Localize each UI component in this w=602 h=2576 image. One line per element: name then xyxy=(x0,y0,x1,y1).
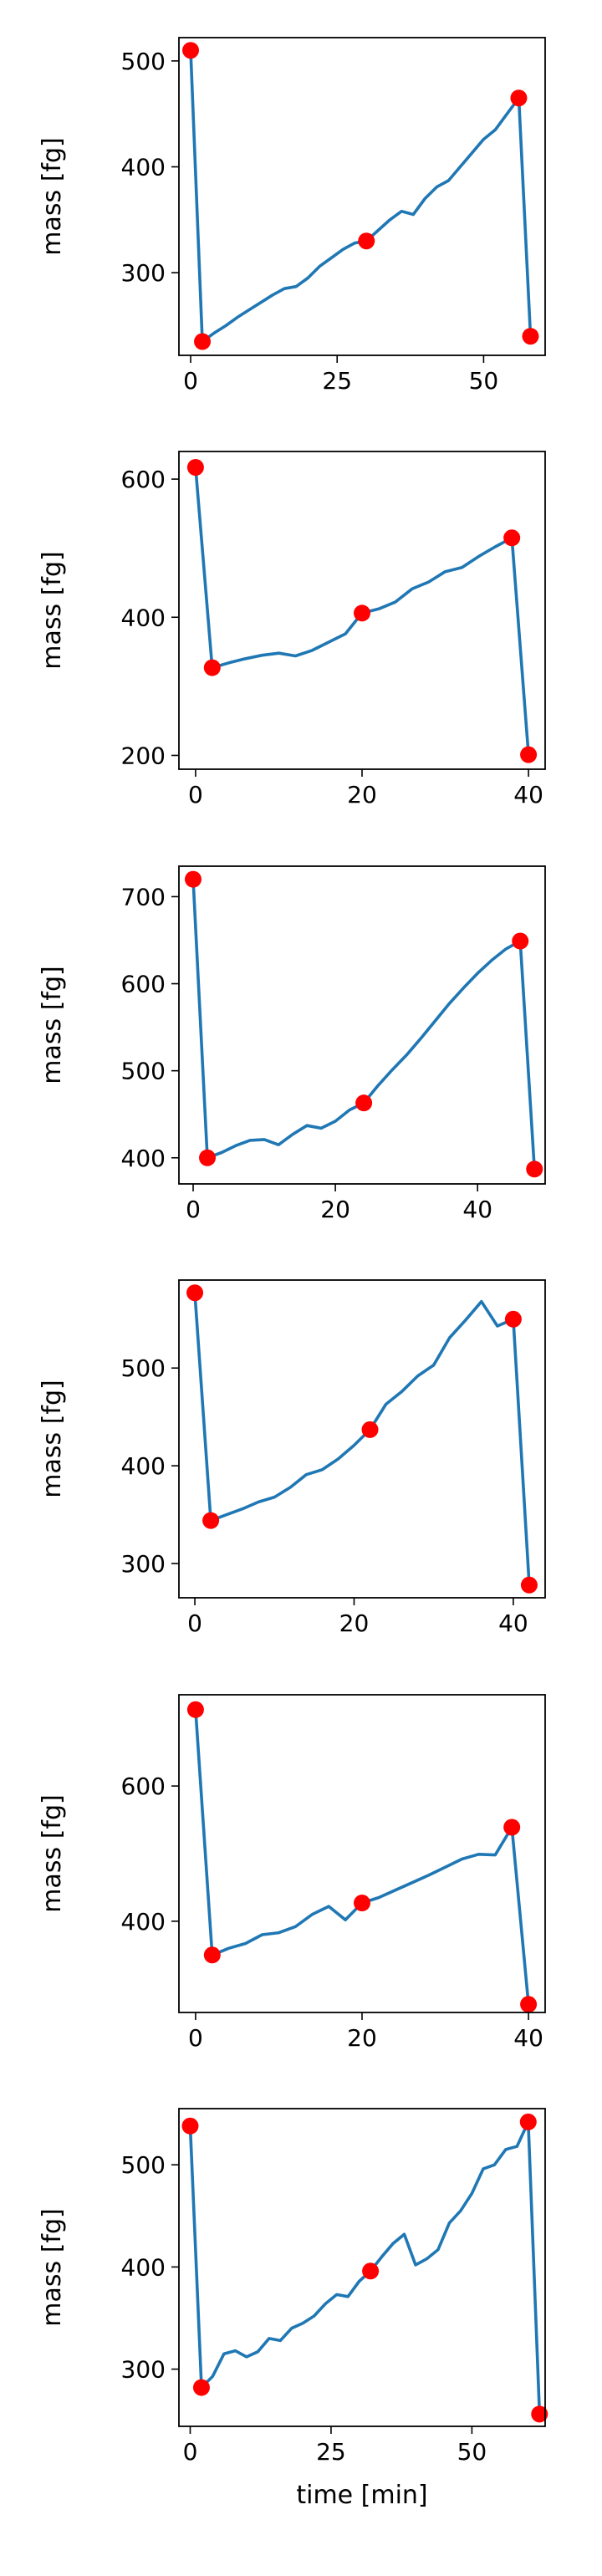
y-axis-label: mass [fg] xyxy=(38,966,67,1084)
axes-frame xyxy=(178,451,546,770)
axes-frame xyxy=(178,1694,546,2013)
subplot-2: 0 20 40 200 400 600 mass [fg] xyxy=(38,451,546,809)
y-axis-label: mass [fg] xyxy=(38,1380,67,1497)
x-tick-label: 25 xyxy=(316,2438,346,2466)
axes-frame xyxy=(178,1279,546,1599)
y-tick-label: 600 xyxy=(121,466,166,493)
subplot-6: 0 25 50 300 400 500 mass [fg] time [min] xyxy=(38,2108,548,2510)
data-marker xyxy=(531,2405,548,2423)
x-tick-label: 20 xyxy=(339,1609,370,1637)
axes-frame xyxy=(178,2108,546,2427)
x-tick-label: 0 xyxy=(186,1196,201,1223)
x-tick-label: 0 xyxy=(188,2024,203,2052)
x-axis-label: time [min] xyxy=(296,2481,427,2510)
y-tick-label: 500 xyxy=(121,1058,166,1085)
x-tick-label: 40 xyxy=(462,1196,492,1223)
y-tick-label: 400 xyxy=(121,154,166,181)
data-marker xyxy=(186,459,204,476)
y-tick-label: 200 xyxy=(121,742,166,769)
data-marker xyxy=(358,232,375,250)
data-marker xyxy=(182,42,200,59)
x-tick-label: 0 xyxy=(183,2438,198,2466)
data-marker xyxy=(354,604,370,622)
x-tick-label: 20 xyxy=(347,2024,377,2052)
series-line xyxy=(193,1291,531,1587)
data-marker xyxy=(185,870,202,888)
data-marker xyxy=(203,659,221,676)
y-tick-label: 700 xyxy=(121,883,166,911)
data-marker xyxy=(203,1946,221,1964)
data-marker xyxy=(194,333,212,350)
y-tick-label: 300 xyxy=(121,259,166,287)
y-tick-label: 400 xyxy=(121,2253,166,2281)
y-tick-label: 400 xyxy=(121,1145,166,1172)
y-tick-label: 400 xyxy=(121,604,166,631)
x-tick-label: 20 xyxy=(320,1196,350,1223)
x-tick-label: 40 xyxy=(513,2024,543,2052)
data-marker xyxy=(504,1310,522,1328)
y-axis-label: mass [fg] xyxy=(38,1794,67,1912)
data-marker xyxy=(522,328,539,345)
data-marker xyxy=(510,89,528,107)
y-tick-label: 400 xyxy=(121,1452,166,1480)
x-tick-label: 40 xyxy=(513,781,543,809)
y-tick-label: 500 xyxy=(121,48,166,75)
y-tick-label: 500 xyxy=(121,2151,166,2179)
data-marker xyxy=(199,1149,217,1166)
data-marker xyxy=(519,2113,537,2130)
subplot-4: 0 20 40 300 400 500 mass [fg] xyxy=(38,1279,546,1637)
x-tick-label: 50 xyxy=(469,367,499,395)
data-marker xyxy=(186,1284,204,1302)
data-marker xyxy=(186,1701,204,1718)
subplot-1: 0 25 50 300 400 500 mass [fg] xyxy=(38,37,546,395)
y-axis-label: mass [fg] xyxy=(38,551,67,669)
data-marker xyxy=(526,1160,543,1178)
x-tick-label: 0 xyxy=(188,781,203,809)
data-marker xyxy=(354,1895,370,1912)
subplot-3: 0 20 40 400 500 600 700 mass [fg] xyxy=(38,865,546,1223)
x-tick-label: 0 xyxy=(183,367,198,395)
y-tick-label: 600 xyxy=(121,971,166,998)
subplot-5: 0 20 40 400 600 mass [fg] xyxy=(38,1694,546,2052)
axes-frame xyxy=(178,865,546,1185)
data-marker xyxy=(181,2117,199,2135)
series-line xyxy=(191,877,537,1171)
data-marker xyxy=(512,932,529,950)
data-marker xyxy=(355,1094,373,1112)
x-tick-label: 50 xyxy=(457,2438,487,2466)
y-tick-label: 300 xyxy=(121,1550,166,1578)
data-marker xyxy=(192,2379,210,2396)
data-marker xyxy=(520,746,538,763)
x-tick-label: 40 xyxy=(498,1609,528,1637)
data-marker xyxy=(361,1421,379,1438)
data-marker xyxy=(520,1996,538,2013)
x-tick-label: 20 xyxy=(347,781,377,809)
series-line xyxy=(194,1708,530,2007)
y-axis-label: mass [fg] xyxy=(38,137,67,255)
data-marker xyxy=(503,529,521,547)
data-marker xyxy=(503,1819,521,1836)
axes-frame xyxy=(178,37,546,356)
y-tick-label: 600 xyxy=(121,1773,166,1800)
data-marker xyxy=(520,1576,538,1594)
y-tick-label: 300 xyxy=(121,2356,166,2384)
x-tick-label: 25 xyxy=(322,367,352,395)
series-line xyxy=(189,48,533,344)
data-marker xyxy=(362,2262,380,2280)
data-marker xyxy=(202,1512,220,1529)
y-tick-label: 500 xyxy=(121,1354,166,1382)
y-tick-label: 400 xyxy=(121,1908,166,1936)
y-axis-label: mass [fg] xyxy=(38,2208,67,2326)
x-tick-label: 0 xyxy=(187,1609,202,1637)
